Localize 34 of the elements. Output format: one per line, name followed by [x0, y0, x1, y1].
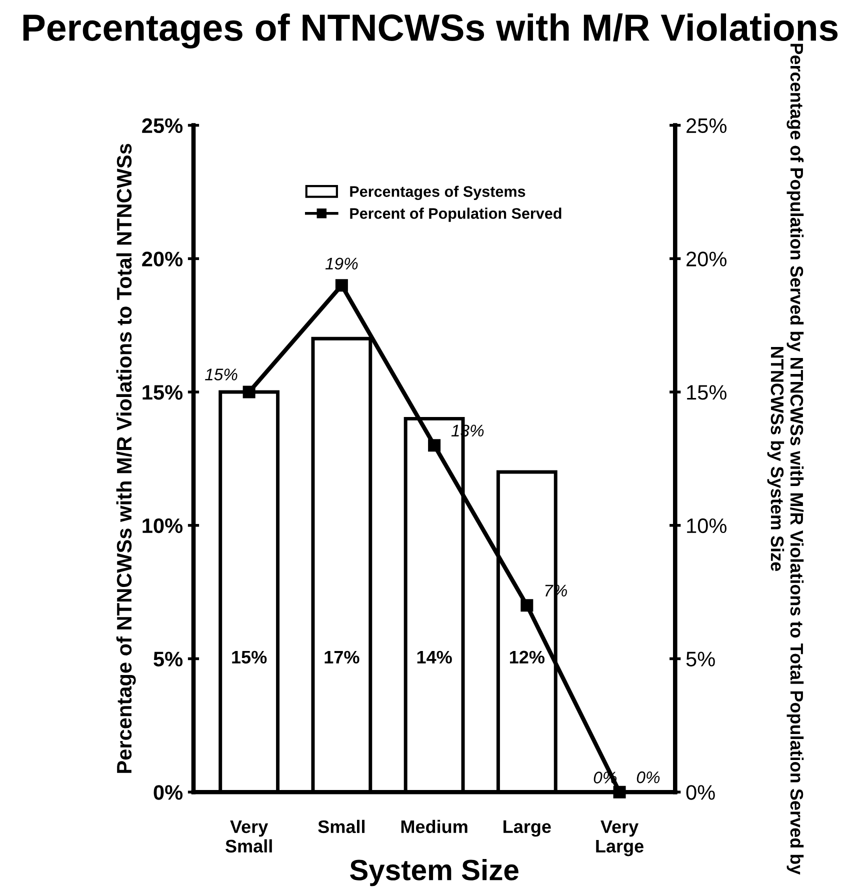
x-tick-label: Very Small: [226, 820, 272, 853]
data-label: 15%: [232, 650, 267, 664]
point: [520, 599, 534, 612]
y2-tick-label: 5%: [686, 652, 715, 666]
y-tick-label: 25%: [142, 118, 183, 134]
data-label: 14%: [417, 650, 452, 664]
legend-label: Percent of Population Served: [350, 208, 562, 222]
point: [242, 386, 256, 398]
y2-tick-label: 10%: [687, 518, 726, 534]
y-tick-label: 0%: [154, 785, 183, 800]
data-label: 15%: [205, 368, 238, 380]
data-label: 19%: [325, 258, 358, 270]
data-label: 17%: [324, 650, 360, 664]
x-tick-label: Large: [504, 820, 551, 837]
x-tick-label: Small: [318, 820, 364, 834]
y2-tick-label: 25%: [686, 118, 726, 134]
y2-tick-label: 20%: [686, 252, 726, 266]
y-axis-title: Percentage of NTNCWSs with M/R Violations to Total NTNCWSs: [116, 144, 136, 773]
y2-tick-label: 15%: [687, 385, 726, 400]
y2-tick-label: 0%: [686, 785, 715, 800]
x-axis-title: System Size: [350, 858, 518, 886]
point: [428, 439, 441, 452]
data-label: 0%: [636, 771, 660, 784]
point: [335, 279, 348, 292]
y-tick-label: 15%: [142, 385, 183, 400]
legend-label: Percentages of Systems: [350, 186, 526, 200]
y-tick-label: 20%: [142, 252, 183, 266]
data-label: 12%: [510, 650, 545, 664]
y-tick-label: 10%: [142, 518, 183, 534]
y2-axis-title: Percentage of Population Served by NTNCWSs with M/R Violations to Total Population Served by NTNCWSs by System Size: [767, 44, 804, 875]
x-tick-label: Medium: [401, 820, 468, 834]
point: [613, 786, 626, 798]
y-tick-label: 5%: [154, 652, 183, 666]
x-tick-label: Very Large: [596, 820, 644, 856]
